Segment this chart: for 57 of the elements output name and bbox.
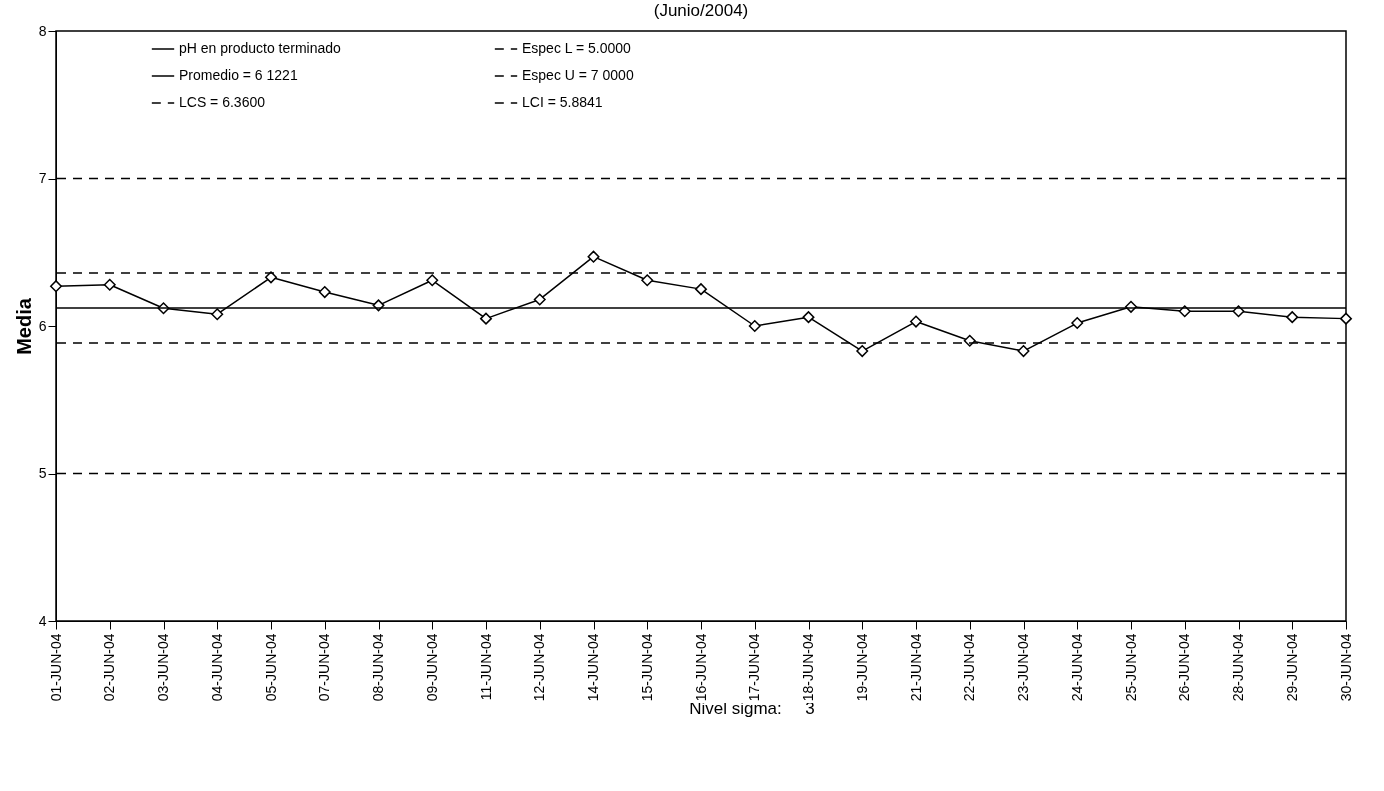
- y-tick-label: 6: [38, 317, 47, 334]
- x-tick-label: 24-JUN-04: [1068, 633, 1085, 702]
- x-tick-label: 04-JUN-04: [208, 633, 225, 702]
- legend-label: pH en producto terminado: [179, 40, 342, 56]
- x-tick-label: 05-JUN-04: [262, 633, 279, 702]
- x-tick-label: 12-JUN-04: [531, 633, 548, 702]
- x-tick-label: 19-JUN-04: [853, 633, 870, 702]
- y-tick-label: 4: [38, 612, 47, 629]
- x-tick-label: 23-JUN-04: [1015, 633, 1031, 702]
- y-tick-label: 5: [38, 465, 47, 481]
- x-tick-label: 02-JUN-04: [101, 633, 118, 702]
- point: [265, 271, 277, 284]
- legend-label: Espec L = 5.0000: [522, 40, 632, 56]
- x-tick-label: 28-JUN-04: [1230, 633, 1246, 702]
- point: [1071, 317, 1084, 330]
- x-tick-label: 30-JUN-04: [1337, 633, 1354, 702]
- x-tick-label: 26-JUN-04: [1176, 633, 1193, 702]
- x-tick-label: 07-JUN-04: [316, 633, 333, 702]
- point: [1340, 312, 1352, 325]
- point: [426, 274, 439, 287]
- x-tick-label: 09-JUN-04: [423, 633, 440, 702]
- point: [748, 320, 761, 332]
- point: [802, 311, 815, 324]
- point: [480, 312, 492, 325]
- x-tick-label: 14-JUN-04: [585, 633, 601, 702]
- point: [910, 315, 922, 328]
- point: [1017, 345, 1030, 358]
- point: [641, 274, 654, 287]
- x-tick-label: 25-JUN-04: [1122, 633, 1139, 702]
- point: [533, 293, 546, 306]
- x-tick-label: 01-JUN-04: [47, 633, 64, 702]
- point: [103, 278, 116, 291]
- point: [856, 345, 869, 358]
- x-tick-label: 22-JUN-04: [961, 633, 978, 702]
- point: [1286, 311, 1299, 324]
- point: [587, 250, 600, 263]
- legend-label: LCS = 6.3600: [179, 94, 266, 110]
- x-tick-label: 16-JUN-04: [692, 633, 709, 702]
- x-tick-label: 03-JUN-04: [155, 633, 171, 702]
- chart-title: (Junio/2004): [653, 1, 749, 20]
- x-tick-label: 11-JUN-04: [477, 633, 494, 701]
- legend-label: Promedio = 6 1221: [179, 67, 298, 83]
- x-tick-label: 21-JUN-04: [907, 633, 924, 702]
- point: [50, 280, 62, 293]
- point: [695, 283, 707, 296]
- x-tick-label: 17-JUN-04: [746, 633, 763, 702]
- x-tick-label: 08-JUN-04: [370, 633, 386, 702]
- point: [211, 308, 224, 321]
- y-axis-title: Media: [12, 297, 35, 355]
- x-tick-label: 29-JUN-04: [1283, 633, 1300, 702]
- legend-label: LCI = 5.8841: [522, 94, 603, 110]
- x-tick-label: 18-JUN-04: [800, 633, 816, 702]
- y-tick-label: 7: [38, 170, 47, 186]
- point: [318, 286, 331, 299]
- x-tick-label: 15-JUN-04: [638, 633, 655, 702]
- y-tick-label: 8: [38, 22, 47, 39]
- legend-label: Espec U = 7 0000: [522, 67, 634, 83]
